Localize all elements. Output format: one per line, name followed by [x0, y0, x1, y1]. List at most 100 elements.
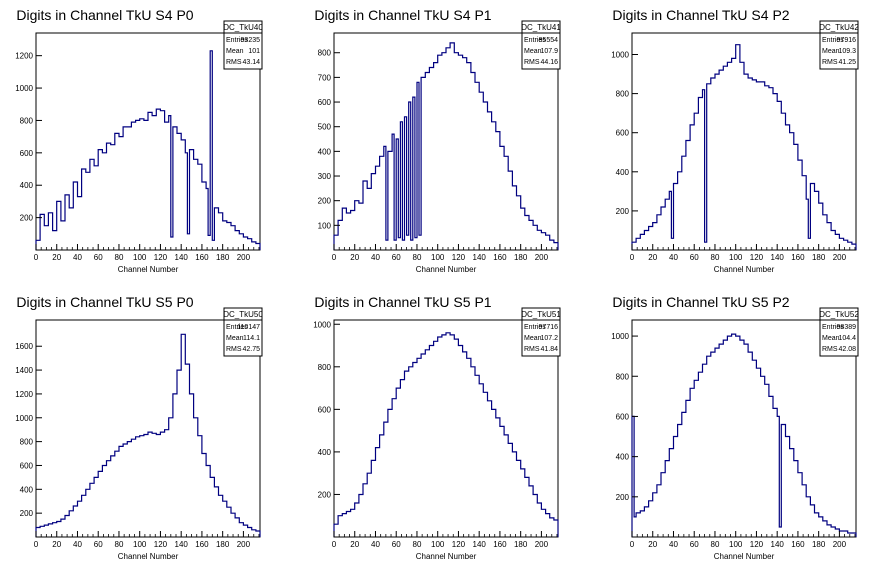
x-tick-label: 80	[413, 540, 422, 549]
x-tick-label: 200	[535, 540, 549, 549]
x-tick-label: 180	[812, 540, 826, 549]
x-tick-label: 80	[711, 540, 720, 549]
chart-title: Digits in Channel TkU S4 P2	[612, 7, 789, 23]
x-tick-label: 0	[34, 540, 39, 549]
stats-label-entries: Entries	[524, 37, 546, 44]
y-tick-label: 1000	[313, 320, 331, 329]
stats-label-rms: RMS	[822, 346, 838, 353]
y-tick-label: 800	[616, 90, 630, 99]
y-tick-label: 1600	[15, 342, 33, 351]
y-tick-label: 400	[20, 181, 34, 190]
stats-name: DC_TkU51	[521, 310, 561, 319]
y-tick-label: 600	[616, 129, 630, 138]
y-tick-label: 600	[20, 461, 34, 470]
stats-name: DC_TkU40	[223, 23, 263, 32]
x-tick-label: 200	[237, 540, 251, 549]
x-tick-label: 140	[473, 540, 487, 549]
stats-box-frame	[521, 20, 561, 70]
stats-label-rms: RMS	[226, 346, 242, 353]
histogram-series	[35, 50, 261, 250]
x-tick-label: 20	[648, 253, 657, 262]
x-axis-label: Channel Number	[714, 552, 775, 561]
stats-label-mean: Mean	[524, 48, 542, 55]
x-tick-label: 100	[729, 540, 743, 549]
x-tick-label: 20	[350, 540, 359, 549]
stats-value-rms: 42.75	[242, 346, 260, 353]
histogram-panel-s4-p0: Digits in Channel TkU S4 P0 0 20 40 60 80 100 1…	[0, 0, 298, 287]
y-tick-label: 800	[318, 363, 332, 372]
stats-label-mean: Mean	[226, 335, 244, 342]
x-tick-label: 160	[195, 540, 209, 549]
x-tick-label: 180	[216, 540, 230, 549]
y-tick-label: 1400	[15, 366, 33, 375]
stats-label-rms: RMS	[524, 346, 540, 353]
y-tick-label: 400	[616, 453, 630, 462]
stats-value-mean: 107.9	[540, 48, 558, 55]
x-tick-label: 120	[750, 540, 764, 549]
x-tick-label: 40	[73, 540, 82, 549]
x-tick-label: 120	[452, 540, 466, 549]
y-tick-label: 500	[318, 123, 332, 132]
y-tick-label: 600	[20, 149, 34, 158]
x-tick-label: 20	[52, 253, 61, 262]
stats-value-rms: 43.14	[242, 59, 260, 66]
x-tick-label: 100	[133, 253, 147, 262]
x-tick-label: 0	[630, 540, 635, 549]
stats-box-frame	[223, 307, 263, 357]
x-tick-label: 120	[154, 253, 168, 262]
y-tick-label: 400	[616, 168, 630, 177]
y-tick-label: 200	[616, 207, 630, 216]
stats-box-frame	[223, 20, 263, 70]
x-axis-label: Channel Number	[118, 265, 179, 274]
x-tick-label: 200	[833, 253, 847, 262]
x-tick-label: 100	[133, 540, 147, 549]
histogram-svg: Digits in Channel TkU S5 P0 0 20 40 60 80 100 1…	[15, 294, 263, 561]
y-tick-label: 400	[318, 448, 332, 457]
stats-label-entries: Entries	[822, 37, 844, 44]
x-tick-label: 120	[452, 253, 466, 262]
x-tick-label: 140	[473, 253, 487, 262]
x-tick-label: 100	[431, 540, 445, 549]
stats-name: DC_TkU50	[223, 310, 263, 319]
stats-value-entries: 110147	[237, 324, 260, 331]
chart-title: Digits in Channel TkU S5 P1	[314, 294, 491, 310]
y-tick-label: 1200	[15, 390, 33, 399]
x-tick-label: 180	[514, 540, 528, 549]
histogram-svg: Digits in Channel TkU S5 P1 0 20 40 60 80 100 1…	[313, 294, 561, 561]
stats-label-entries: Entries	[226, 324, 248, 331]
stats-box-frame	[521, 307, 561, 357]
x-tick-label: 0	[332, 540, 337, 549]
x-tick-label: 200	[535, 253, 549, 262]
y-tick-label: 800	[20, 116, 34, 125]
x-tick-label: 40	[669, 540, 678, 549]
stats-label-rms: RMS	[524, 59, 540, 66]
x-axis-label: Channel Number	[416, 552, 477, 561]
x-tick-label: 200	[237, 253, 251, 262]
stats-label-mean: Mean	[822, 48, 840, 55]
stats-name: DC_TkU52	[819, 310, 859, 319]
x-tick-label: 0	[332, 253, 337, 262]
y-tick-label: 200	[20, 509, 34, 518]
chart-title: Digits in Channel TkU S4 P1	[314, 7, 491, 23]
x-axis-label: Channel Number	[714, 265, 775, 274]
histogram-series	[333, 42, 559, 250]
plot-frame	[35, 32, 261, 251]
stats-value-mean: 104.4	[838, 335, 856, 342]
stats-label-mean: Mean	[226, 48, 244, 55]
chart-title: Digits in Channel TkU S4 P0	[16, 7, 193, 23]
x-tick-label: 140	[175, 253, 189, 262]
stats-label-rms: RMS	[822, 59, 838, 66]
x-tick-label: 60	[392, 540, 401, 549]
stats-label-entries: Entries	[822, 324, 844, 331]
x-tick-label: 140	[771, 540, 785, 549]
y-tick-label: 800	[318, 49, 332, 58]
stats-value-entries: 93235	[241, 37, 261, 44]
x-tick-label: 120	[154, 540, 168, 549]
y-tick-label: 600	[318, 98, 332, 107]
stats-name: DC_TkU42	[819, 23, 859, 32]
x-tick-label: 60	[690, 540, 699, 549]
